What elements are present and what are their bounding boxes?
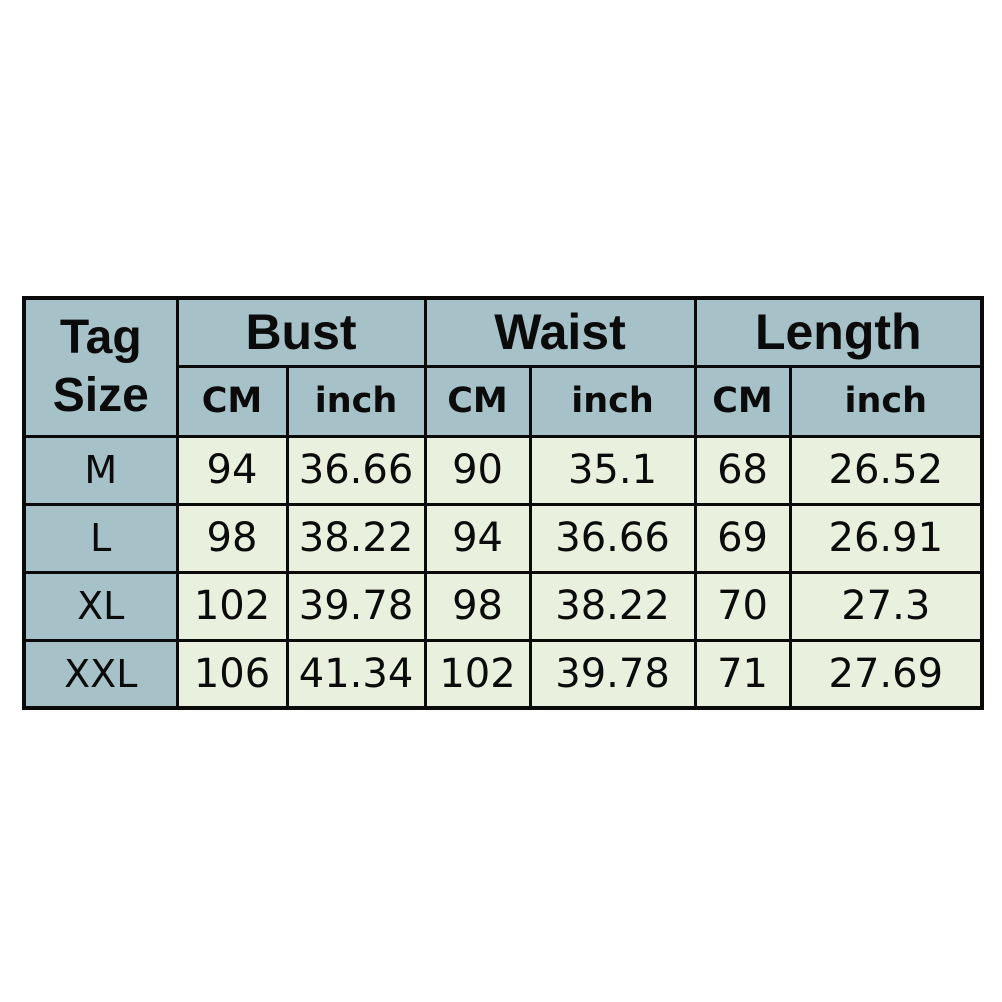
measurement-cell: 98 [423, 570, 532, 642]
tag-size-line2: Size [52, 369, 149, 423]
size-cell: XXL [22, 638, 179, 710]
group-header-waist: Waist [423, 296, 697, 368]
measurement-cell: 38.22 [285, 502, 427, 574]
unit-header-bust-cm: CM [175, 364, 289, 438]
size-cell: L [22, 502, 179, 574]
measurement-cell: 102 [175, 570, 289, 642]
measurement-cell: 94 [175, 434, 289, 506]
tag-size-line1: Tag [59, 310, 142, 364]
measurement-cell: 38.22 [528, 570, 697, 642]
table-row-xxl: XXL 106 41.34 102 39.78 71 27.69 [22, 638, 984, 710]
measurement-cell: 71 [693, 638, 792, 710]
unit-header-waist-cm: CM [423, 364, 532, 438]
measurement-cell: 36.66 [285, 434, 427, 506]
measurement-cell: 68 [693, 434, 792, 506]
size-chart-table: Tag Size Bust Waist Length CM inch CM in… [22, 296, 985, 710]
measurement-cell: 27.3 [788, 570, 984, 642]
measurement-cell: 94 [423, 502, 532, 574]
tag-size-header-cell: Tag Size [22, 296, 179, 438]
measurement-cell: 70 [693, 570, 792, 642]
unit-header-length-inch: inch [788, 364, 984, 438]
size-cell: M [22, 434, 179, 506]
unit-header-length-cm: CM [693, 364, 792, 438]
measurement-cell: 102 [423, 638, 532, 710]
table-row-m: M 94 36.66 90 35.1 68 26.52 [22, 434, 984, 506]
measurement-cell: 26.91 [788, 502, 984, 574]
table-row-l: L 98 38.22 94 36.66 69 26.91 [22, 502, 984, 574]
measurement-cell: 39.78 [528, 638, 697, 710]
group-header-length: Length [693, 296, 984, 368]
group-header-bust: Bust [175, 296, 427, 368]
measurement-cell: 35.1 [528, 434, 697, 506]
measurement-cell: 36.66 [528, 502, 697, 574]
measurement-cell: 98 [175, 502, 289, 574]
measurement-cell: 39.78 [285, 570, 427, 642]
measurement-cell: 27.69 [788, 638, 984, 710]
measurement-cell: 69 [693, 502, 792, 574]
measurement-cell: 41.34 [285, 638, 427, 710]
measurement-cell: 90 [423, 434, 532, 506]
size-cell: XL [22, 570, 179, 642]
measurement-cell: 106 [175, 638, 289, 710]
unit-header-waist-inch: inch [528, 364, 697, 438]
table-row-xl: XL 102 39.78 98 38.22 70 27.3 [22, 570, 984, 642]
measurement-cell: 26.52 [788, 434, 984, 506]
unit-header-bust-inch: inch [285, 364, 427, 438]
